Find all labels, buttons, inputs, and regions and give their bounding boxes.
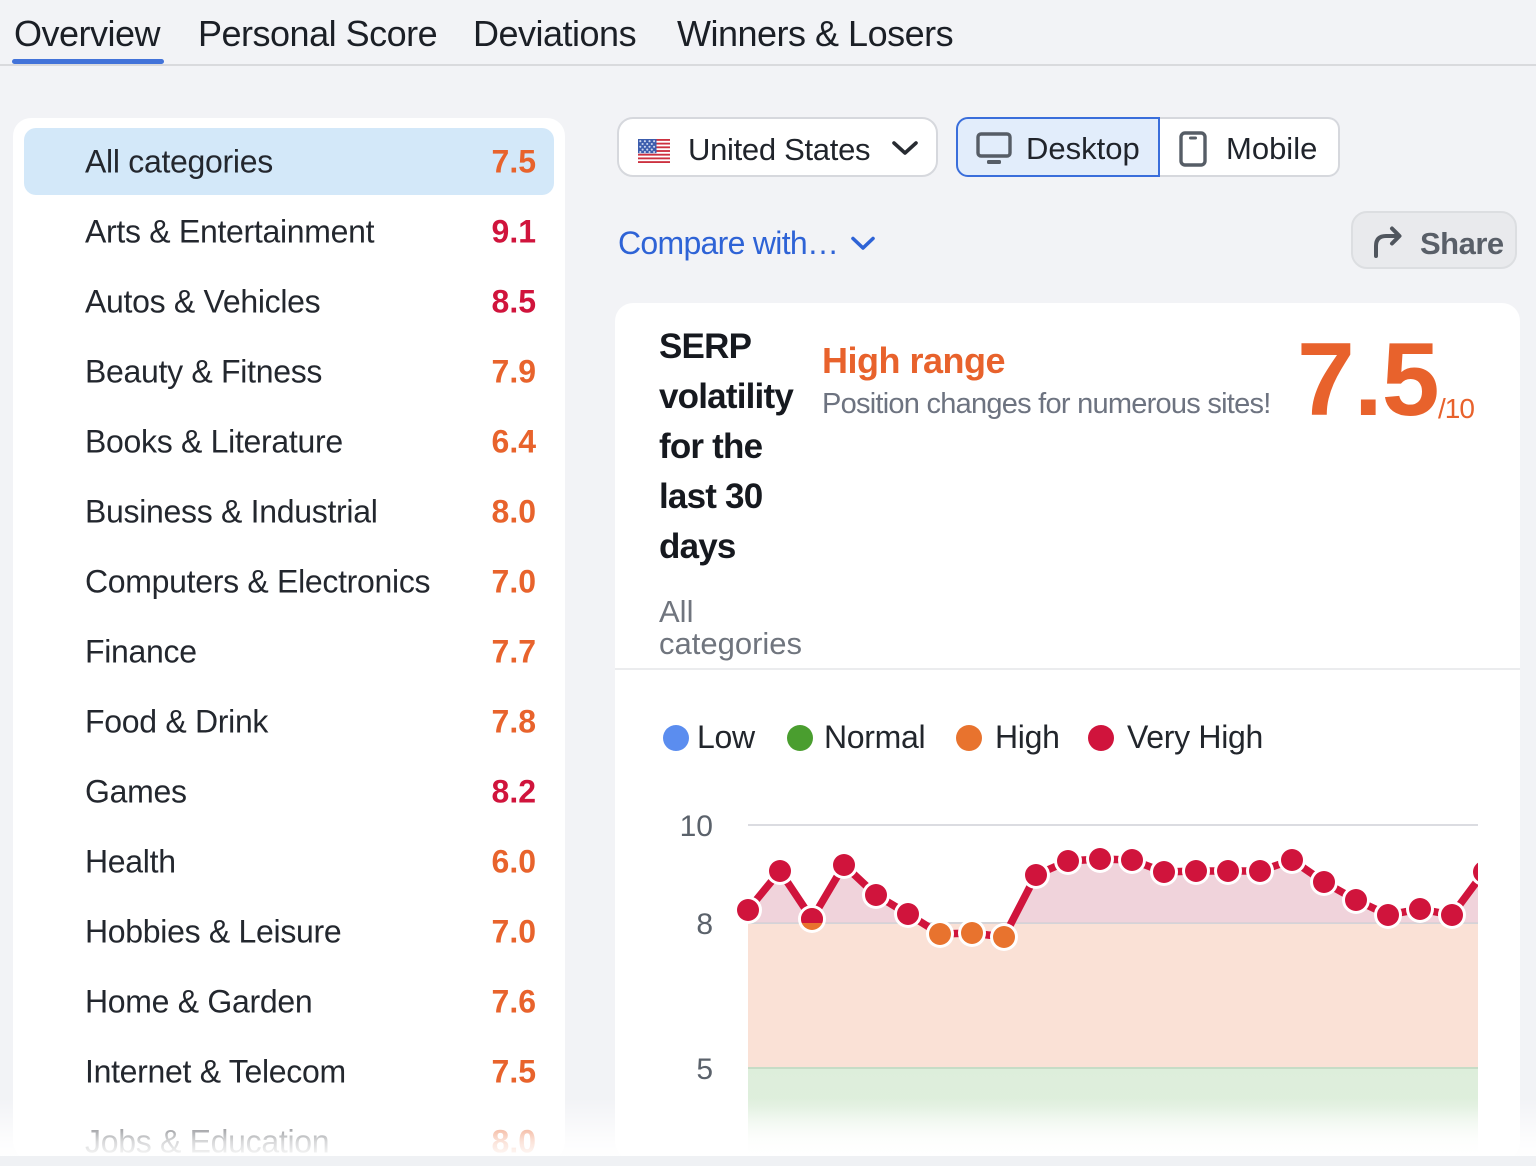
svg-text:8: 8 xyxy=(696,908,713,941)
svg-text:10: 10 xyxy=(680,810,713,843)
svg-text:5: 5 xyxy=(696,1053,713,1086)
